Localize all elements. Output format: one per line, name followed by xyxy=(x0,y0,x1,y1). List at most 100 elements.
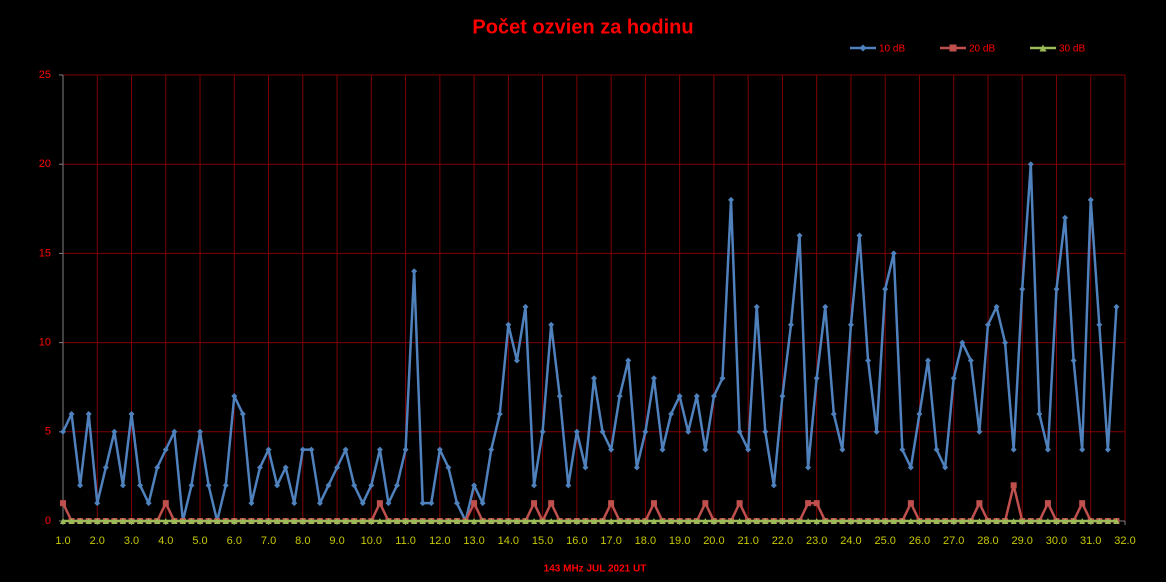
marker xyxy=(949,44,957,52)
marker xyxy=(154,518,161,524)
marker xyxy=(933,446,940,453)
marker xyxy=(291,518,298,524)
marker xyxy=(856,518,863,524)
marker xyxy=(205,518,212,524)
marker xyxy=(1002,518,1009,524)
marker xyxy=(925,518,932,524)
x-tick-label: 17.0 xyxy=(600,535,621,547)
marker xyxy=(548,321,555,328)
marker xyxy=(256,518,263,524)
marker xyxy=(282,464,289,471)
marker xyxy=(976,500,983,507)
x-tick-label: 14.0 xyxy=(498,535,519,547)
x-tick-label: 1.0 xyxy=(55,535,70,547)
marker xyxy=(539,518,546,524)
marker xyxy=(308,518,315,524)
marker xyxy=(702,446,709,453)
marker xyxy=(231,518,238,524)
marker xyxy=(882,518,889,524)
marker xyxy=(402,518,409,524)
x-tick-label: 25.0 xyxy=(874,535,895,547)
marker xyxy=(368,518,375,524)
marker xyxy=(642,518,649,524)
x-tick-label: 8.0 xyxy=(295,535,310,547)
marker xyxy=(599,518,606,524)
marker xyxy=(591,518,597,524)
marker xyxy=(1053,518,1060,524)
marker xyxy=(608,446,615,453)
marker xyxy=(505,518,512,524)
marker xyxy=(745,518,752,524)
marker xyxy=(676,518,683,524)
marker xyxy=(830,518,837,524)
marker xyxy=(728,196,735,203)
y-tick-label: 10 xyxy=(39,337,51,349)
marker xyxy=(693,518,700,524)
marker xyxy=(993,303,1000,310)
marker xyxy=(839,518,846,524)
marker xyxy=(822,518,829,524)
marker xyxy=(907,464,914,471)
marker xyxy=(265,518,272,524)
marker xyxy=(488,446,495,453)
marker xyxy=(625,518,632,524)
marker xyxy=(616,518,623,524)
marker xyxy=(513,357,520,364)
marker xyxy=(1113,303,1120,310)
marker xyxy=(779,518,786,524)
marker xyxy=(710,518,717,524)
marker xyxy=(162,518,169,524)
x-tick-label: 26.0 xyxy=(909,535,930,547)
marker xyxy=(445,518,452,524)
marker xyxy=(822,303,829,310)
x-tick-label: 5.0 xyxy=(192,535,207,547)
marker xyxy=(334,464,341,471)
marker xyxy=(376,518,383,524)
marker xyxy=(299,518,306,524)
marker xyxy=(385,518,392,524)
marker xyxy=(933,518,940,524)
marker xyxy=(548,518,555,524)
marker xyxy=(231,393,238,400)
marker xyxy=(128,410,135,417)
chart-title: Počet ozvien za hodinu xyxy=(472,16,693,38)
marker xyxy=(94,500,101,507)
x-tick-label: 19.0 xyxy=(669,535,690,547)
marker xyxy=(239,410,246,417)
marker xyxy=(873,518,880,524)
marker xyxy=(274,482,281,489)
marker xyxy=(959,518,966,524)
marker xyxy=(376,446,383,453)
marker xyxy=(839,446,846,453)
marker xyxy=(368,482,375,489)
marker xyxy=(342,446,349,453)
marker xyxy=(145,500,152,507)
y-tick-label: 25 xyxy=(39,69,51,81)
marker xyxy=(736,428,743,435)
marker xyxy=(642,428,649,435)
marker xyxy=(359,500,366,507)
x-tick-label: 23.0 xyxy=(806,535,827,547)
marker xyxy=(993,518,1000,524)
y-tick-label: 0 xyxy=(45,515,51,527)
marker xyxy=(479,518,486,524)
marker xyxy=(145,518,152,524)
marker xyxy=(471,482,478,489)
marker xyxy=(188,518,195,524)
marker xyxy=(1019,286,1026,293)
marker xyxy=(531,518,538,524)
marker xyxy=(1096,321,1103,328)
marker xyxy=(128,518,135,524)
marker xyxy=(291,500,298,507)
marker xyxy=(907,500,914,507)
marker xyxy=(513,518,520,524)
marker xyxy=(805,518,812,524)
marker xyxy=(736,500,743,507)
marker xyxy=(899,518,906,524)
marker xyxy=(1036,410,1043,417)
marker xyxy=(762,518,769,524)
marker xyxy=(436,518,443,524)
marker xyxy=(394,518,401,524)
marker xyxy=(1113,518,1120,524)
